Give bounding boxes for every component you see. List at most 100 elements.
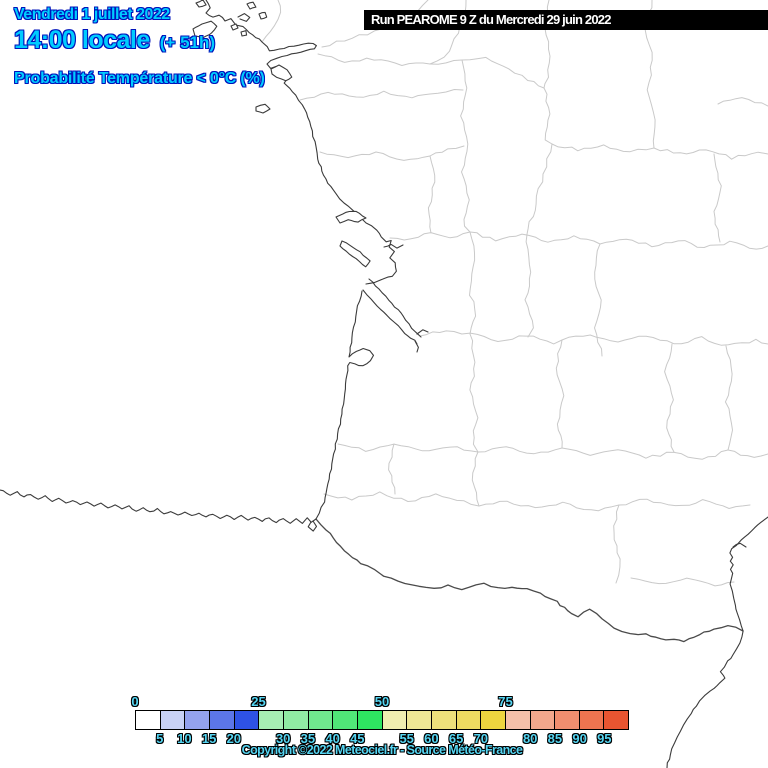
department-border bbox=[319, 151, 431, 161]
coastline bbox=[368, 278, 422, 338]
coastline bbox=[315, 290, 375, 520]
legend-cell bbox=[480, 711, 505, 729]
forecast-offset: (+ 51h) bbox=[159, 33, 216, 52]
department-border bbox=[478, 500, 620, 512]
coastline bbox=[307, 520, 318, 532]
legend-cell bbox=[603, 711, 629, 729]
department-border bbox=[524, 143, 553, 338]
department-border bbox=[299, 90, 431, 101]
legend-cell bbox=[504, 711, 530, 729]
legend-tick-90: 90 bbox=[572, 731, 587, 746]
legend-cell bbox=[381, 711, 407, 729]
legend-tick-75: 75 bbox=[498, 694, 513, 709]
department-border bbox=[317, 53, 431, 66]
legend-tick-70: 70 bbox=[473, 731, 489, 746]
coastline bbox=[416, 329, 429, 335]
legend-tick-5: 5 bbox=[156, 731, 164, 746]
department-border bbox=[427, 155, 436, 234]
probability-legend: Copyright ©2022 Meteociel.fr - Source Mé… bbox=[131, 694, 629, 765]
department-border bbox=[613, 504, 621, 584]
island bbox=[192, 20, 218, 39]
legend-color-bar bbox=[135, 710, 629, 730]
department-border bbox=[477, 446, 563, 455]
legend-cell bbox=[282, 711, 308, 729]
legend-tick-85: 85 bbox=[547, 731, 563, 746]
legend-cell bbox=[258, 711, 283, 729]
department-border bbox=[429, 89, 464, 95]
pyrenees-border bbox=[315, 518, 744, 643]
legend-tick-30: 30 bbox=[275, 731, 291, 746]
department-border bbox=[429, 59, 463, 65]
legend-cell bbox=[455, 711, 481, 729]
legend-tick-50: 50 bbox=[374, 694, 390, 709]
forecast-header: Vendredi 1 juillet 2022 14:00 locale (+ 5… bbox=[14, 6, 265, 88]
department-border bbox=[469, 333, 479, 453]
legend-tick-80: 80 bbox=[522, 731, 538, 746]
department-border bbox=[551, 143, 655, 153]
legend-tick-15: 15 bbox=[201, 731, 217, 746]
legend-cell bbox=[307, 711, 333, 729]
legend-cell bbox=[184, 711, 209, 729]
department-border bbox=[727, 449, 768, 458]
department-border bbox=[594, 243, 603, 357]
department-border bbox=[653, 147, 768, 160]
department-border bbox=[389, 231, 471, 241]
coastline bbox=[383, 243, 404, 249]
legend-cell bbox=[356, 711, 382, 729]
legend-cell bbox=[406, 711, 431, 729]
coastline bbox=[0, 489, 317, 524]
department-border bbox=[599, 238, 768, 250]
legend-tick-95: 95 bbox=[597, 731, 612, 746]
legend-tick-0: 0 bbox=[131, 694, 139, 709]
island bbox=[270, 64, 293, 82]
forecast-date: Vendredi 1 juillet 2022 bbox=[14, 6, 170, 23]
forecast-time-row: 14:00 locale (+ 51h) bbox=[14, 26, 265, 55]
department-border bbox=[261, 0, 282, 43]
department-border bbox=[555, 339, 565, 449]
legend-cell bbox=[136, 711, 160, 729]
island bbox=[246, 1, 257, 10]
legend-cell bbox=[554, 711, 579, 729]
legend-cell bbox=[208, 711, 234, 729]
legend-tick-35: 35 bbox=[300, 731, 316, 746]
department-border bbox=[323, 491, 480, 507]
coastline bbox=[237, 13, 251, 22]
department-border bbox=[461, 56, 545, 89]
legend-cell bbox=[233, 711, 259, 729]
department-border bbox=[543, 87, 553, 145]
island bbox=[339, 240, 371, 268]
coastline bbox=[414, 340, 419, 353]
legend-tick-65: 65 bbox=[448, 731, 464, 746]
department-border bbox=[561, 447, 729, 460]
coastline bbox=[362, 289, 418, 345]
legend-tick-40: 40 bbox=[325, 731, 340, 746]
department-border bbox=[337, 443, 479, 453]
legend-tick-60: 60 bbox=[424, 731, 439, 746]
island bbox=[258, 11, 268, 20]
legend-cell bbox=[159, 711, 185, 729]
legend-tick-20: 20 bbox=[226, 731, 242, 746]
legend-cell bbox=[430, 711, 456, 729]
department-border bbox=[561, 334, 768, 346]
legend-cell bbox=[578, 711, 604, 729]
island bbox=[240, 30, 248, 37]
department-border bbox=[469, 231, 477, 335]
legend-tick-10: 10 bbox=[177, 731, 192, 746]
island bbox=[255, 103, 271, 114]
coastline bbox=[666, 516, 768, 768]
department-border bbox=[429, 145, 465, 157]
legend-tick-25: 25 bbox=[251, 694, 266, 709]
department-border bbox=[630, 577, 735, 587]
department-border bbox=[471, 451, 480, 507]
forecast-parameter: Probabilité Température < 0°C (%) bbox=[14, 70, 265, 87]
department-border bbox=[724, 345, 733, 451]
department-border bbox=[469, 231, 601, 245]
island bbox=[335, 210, 367, 224]
forecast-time: 14:00 locale bbox=[14, 26, 150, 54]
island bbox=[195, 0, 207, 8]
department-border bbox=[664, 343, 675, 453]
coastline bbox=[205, 0, 397, 285]
island bbox=[230, 23, 239, 31]
legend-tick-45: 45 bbox=[350, 731, 365, 746]
